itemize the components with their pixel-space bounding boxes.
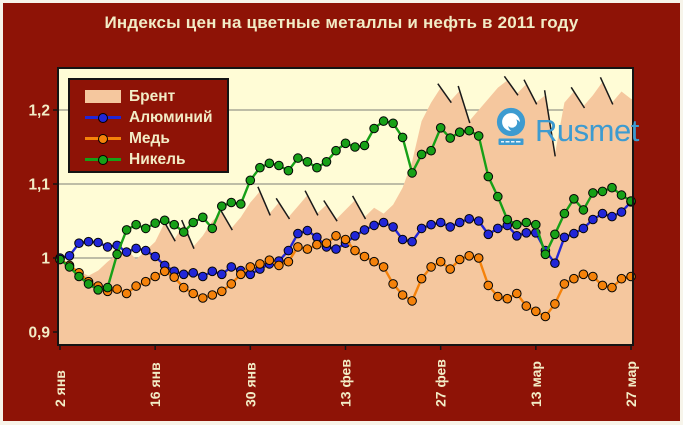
y-tick-label: 0,9 [28,325,50,342]
x-tick-label: 16 янв [147,362,163,407]
brent-area-swatch [85,90,121,103]
legend-label-copper: Медь [129,129,170,147]
aluminium-line-swatch [85,112,121,123]
legend-item-copper: Медь [85,128,227,149]
y-tick-label: 1 [41,251,50,268]
rusmet-watermark: Rusmet [495,107,639,151]
x-axis-labels: 2 янв 16 янв 30 янв 13 фев 27 фев 13 мар 27 ма… [52,345,639,407]
legend-label-nickel: Никель [129,150,186,168]
x-tick-label: 27 фев [433,359,449,407]
legend-item-nickel: Никель [85,149,227,170]
x-tick-label: 13 мар [528,361,544,407]
y-tick-label: 1,2 [28,103,50,120]
legend: Брент Алюминий Медь Никель [68,78,229,173]
legend-label-aluminium: Алюминий [129,108,213,126]
series-nickel [55,116,636,295]
x-tick-label: 30 янв [242,362,258,407]
rusmet-logo-icon [496,107,526,145]
chart-title: Индексы цен на цветные металлы и нефть в… [104,13,579,32]
legend-item-aluminium: Алюминий [85,107,227,128]
nickel-line-swatch [85,154,121,165]
x-tick-label: 2 янв [52,370,68,407]
legend-item-brent: Брент [85,86,227,107]
y-axis-labels: 0,9 1 1,1 1,2 [28,103,58,342]
copper-line-swatch [85,133,121,144]
x-tick-label: 27 мар [623,361,639,407]
rusmet-wordmark: Rusmet [535,113,639,148]
x-tick-label: 13 фев [338,359,354,407]
y-tick-label: 1,1 [28,177,50,194]
legend-label-brent: Брент [129,87,176,105]
